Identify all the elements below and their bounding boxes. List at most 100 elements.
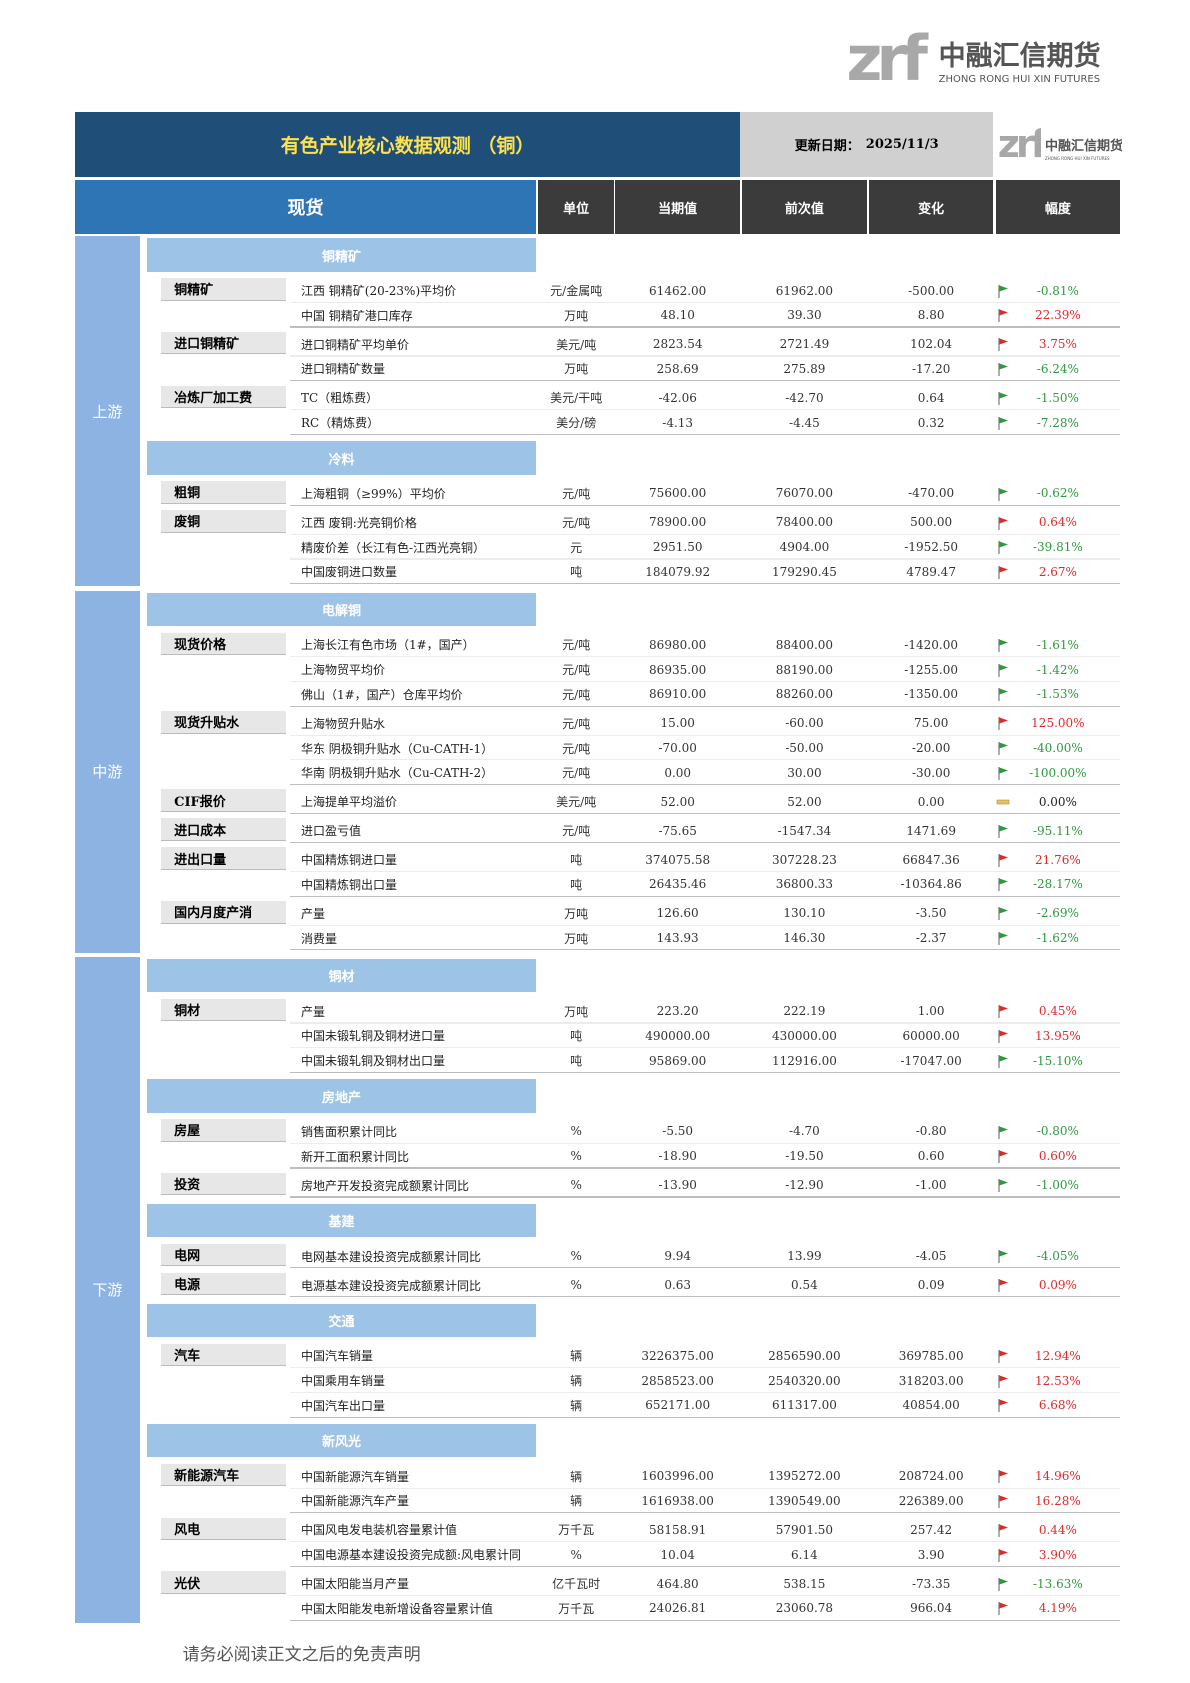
row-line [289,1487,1121,1489]
previous-value: 13.99 [787,1249,822,1264]
change-percent: 3.75% [1038,337,1077,352]
row-line [289,813,1121,815]
item-label: 电源 [161,1272,286,1296]
change: 0.64 [917,390,945,405]
row-line [289,504,1121,506]
change-percent: -2.69% [1036,906,1079,921]
trend-flag [996,1548,1011,1563]
column-header: 变化 [868,180,994,235]
current-value: 374075.58 [645,852,711,867]
unit: 辆 [570,1469,583,1484]
change-percent: 0.60% [1038,1149,1077,1164]
unit: 元/吨 [562,687,591,702]
group-header: 电解铜 [147,592,536,627]
small-logo-en: ZHONG RONG HUI XIN FUTURES [1045,156,1110,162]
previous-value: 39.30 [787,308,822,323]
change-percent: 3.90% [1038,1547,1077,1562]
change-percent: -0.81% [1036,283,1079,298]
trend-flag [996,1577,1011,1592]
item-label: 铜材 [161,998,286,1022]
flag-icon [997,1150,1008,1164]
row-name: 江西 铜精矿(20-23%)平均价 [300,284,457,298]
flag-icon [997,1577,1008,1591]
trend-flag [996,1523,1011,1538]
change-percent: -13.63% [1032,1576,1083,1591]
current-value: 2951.50 [652,540,703,555]
item-label: 新能源汽车 [161,1463,286,1487]
trend-flag [996,1029,1011,1044]
item-label: 进出口量 [161,847,286,870]
row-name: 新开工面积累计同比 [300,1149,409,1164]
current-value: 0.00 [664,765,692,780]
change: -20.00 [911,741,951,756]
unit: 美元/吨 [556,337,597,352]
unit: 辆 [570,1398,583,1413]
previous-value: 130.10 [783,906,826,921]
flag-icon [997,878,1008,892]
flag-icon [997,391,1008,405]
change: 1.00 [917,1004,945,1019]
row-name: 产量 [300,1004,325,1019]
group-header: 铜材 [147,959,536,993]
flag-icon [997,1279,1008,1293]
update-date: 2025/11/3 [865,136,939,152]
flag-icon [997,416,1008,430]
flag-icon [996,799,1009,805]
current-value: -18.90 [658,1149,697,1164]
trend-flag [996,1469,1011,1484]
unit: 辆 [570,1349,583,1364]
previous-value: 1390549.00 [768,1493,841,1508]
flag-icon [997,362,1008,376]
column-header: 现货 [75,180,536,235]
row-line [289,1071,1121,1073]
row-name: 中国精炼铜出口量 [300,877,397,892]
row-line [289,301,1121,303]
row-line [289,949,1121,951]
previous-value: 112916.00 [771,1053,837,1068]
logo-mark: zrf [846,23,928,93]
trend-flag [996,931,1011,946]
trend-flag [996,284,1011,299]
row-name: 中国汽车销量 [300,1349,373,1364]
flag-icon [997,309,1008,323]
trend-flag [996,853,1011,868]
unit: 万吨 [564,362,589,377]
flag-icon [997,284,1008,298]
small-logo-cn: 中融汇信期货 [1045,139,1123,155]
change-percent: 0.45% [1038,1004,1077,1019]
row-name: 华南 阴极铜升贴水（Cu-CATH-2） [300,766,494,781]
flag-icon [997,1029,1008,1043]
unit: 吨 [570,1054,583,1069]
change: 66847.36 [902,852,960,867]
change: 8.80 [917,308,945,323]
flag-icon [997,853,1008,867]
unit: 万吨 [564,1004,589,1019]
unit: 万吨 [564,931,589,946]
logo-cn: 中融汇信期货 [938,41,1101,73]
current-value: -5.50 [662,1124,694,1139]
row-name: 中国新能源汽车产量 [300,1494,409,1509]
group-header: 基建 [147,1203,536,1238]
change: -470.00 [908,486,955,501]
previous-value: 52.00 [787,794,822,809]
trend-flag [996,1124,1011,1139]
row-name: 中国电源基本建设投资完成额:风电累计同 [300,1548,522,1563]
row-line [289,583,1121,585]
unit: 美元/吨 [556,795,597,810]
change: 500.00 [910,515,953,530]
row-line [289,380,1121,382]
row-line [289,409,1121,411]
current-value: -4.13 [662,415,694,430]
previous-value: 30.00 [787,765,822,780]
previous-value: 57901.50 [775,1522,834,1537]
current-value: 3226375.00 [641,1348,714,1363]
row-name: 上海提单平均溢价 [300,795,397,810]
flag-icon [997,717,1008,731]
unit: 万吨 [564,308,589,323]
trend-flag [996,638,1011,653]
section-label: 中游 [75,590,140,953]
column-header: 单位 [538,180,615,235]
change: 0.09 [917,1278,945,1293]
change: 0.60 [917,1149,945,1164]
row-name: 进口盈亏值 [300,824,361,839]
